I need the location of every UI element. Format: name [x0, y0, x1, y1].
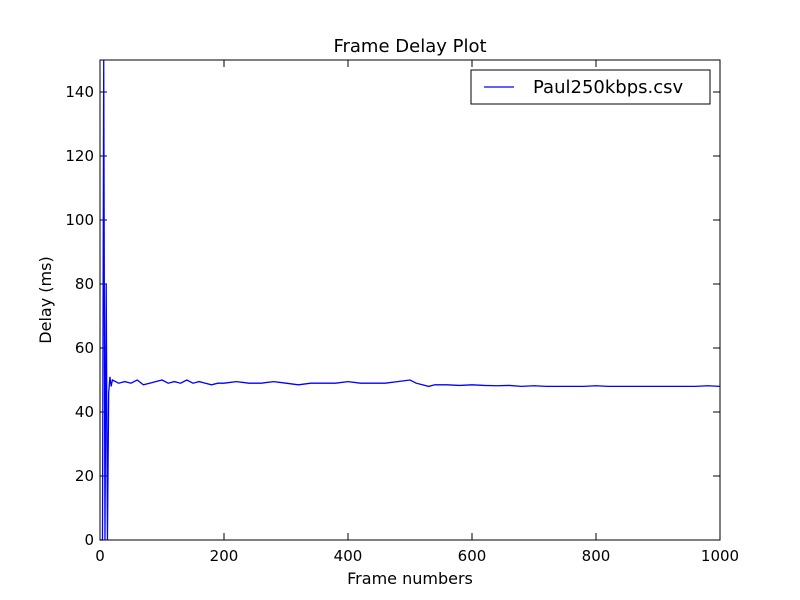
- plot-area: [100, 60, 720, 540]
- x-tick-label: 800: [582, 547, 611, 565]
- x-tick-label: 1000: [701, 547, 739, 565]
- x-tick-label: 400: [334, 547, 363, 565]
- legend: Paul250kbps.csv: [470, 69, 711, 105]
- y-axis-label: Delay (ms): [36, 256, 55, 343]
- y-tick-label: 140: [65, 83, 94, 101]
- y-tick-label: 100: [65, 211, 94, 229]
- x-tick-label: 600: [458, 547, 487, 565]
- axis-ticks: 0 200 400 600 800 1000 0 20 40 60 80 100 120 140: [65, 60, 739, 565]
- y-tick-label: 20: [75, 467, 94, 485]
- y-tick-label: 80: [75, 275, 94, 293]
- plot-frame: [99, 59, 721, 541]
- x-axis-label: Frame numbers: [347, 569, 473, 588]
- y-tick-label: 120: [65, 147, 94, 165]
- legend-label: Paul250kbps.csv: [533, 77, 683, 98]
- series-layer: [100, 59, 721, 541]
- y-tick-label: 60: [75, 339, 94, 357]
- y-tick-label: 0: [84, 531, 94, 549]
- y-tick-label: 40: [75, 403, 94, 421]
- x-tick-label: 200: [210, 547, 239, 565]
- chart-title: Frame Delay Plot: [333, 36, 486, 57]
- series-line: [100, 59, 721, 541]
- x-tick-label: 0: [95, 547, 105, 565]
